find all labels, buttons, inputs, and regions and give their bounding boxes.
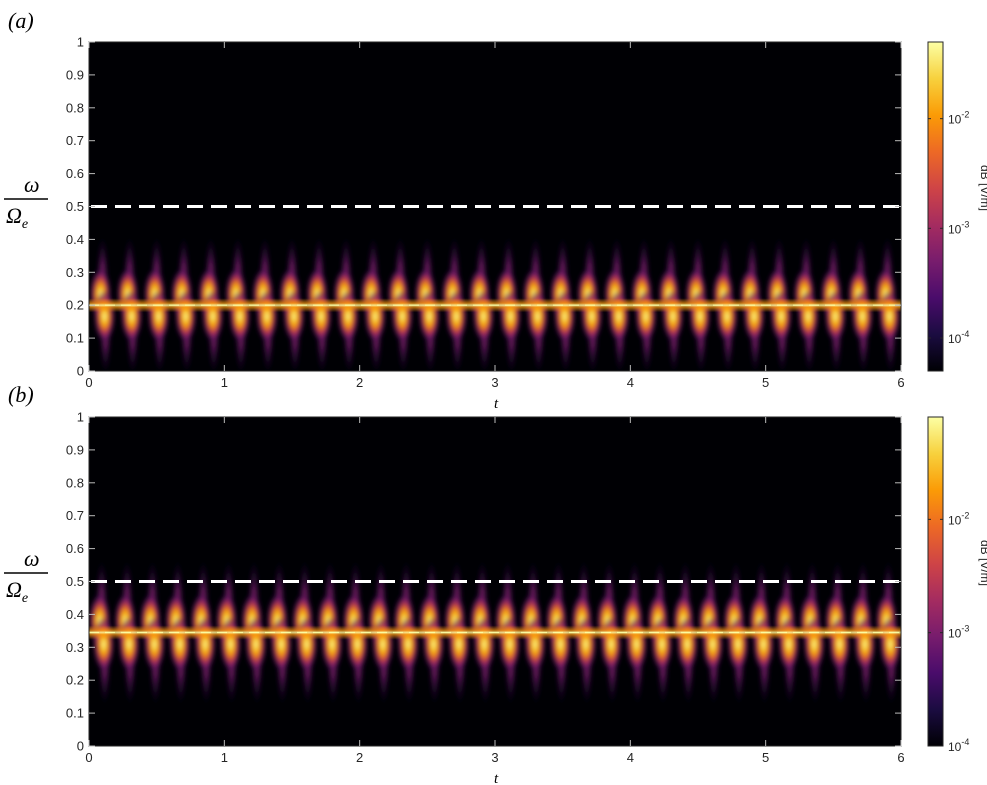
y-tick-label: 0.8: [66, 475, 84, 490]
y-tick-label: 0.6: [66, 541, 84, 556]
colorbar-tick-label: 10-4: [948, 737, 969, 754]
panel-b-plot-area: [89, 417, 901, 746]
colorbar-tick-label: 10-2: [948, 110, 969, 127]
panel-a-colorbar-label: dB [V/m]: [978, 165, 987, 211]
x-tick-label: 1: [221, 750, 228, 765]
colorbar-gradient: [927, 41, 944, 372]
panel-b-colorbar-label: dB [V/m]: [978, 540, 987, 586]
panel-b-ylabel: ω Ωe: [4, 546, 48, 606]
panel-b-colorbar: 10-4 10-3 10-2: [927, 416, 969, 754]
x-tick-label: 4: [627, 375, 634, 390]
y-tick-label: 0.2: [66, 673, 84, 688]
panel-a-label: (a): [8, 8, 34, 33]
panel-a-ylabel: ω Ωe: [4, 172, 48, 232]
panel-a-colorbar: 10-4 10-3 10-2: [927, 41, 969, 372]
x-tick-label: 3: [491, 750, 498, 765]
panel-b: (b) 0 0.1 0.2 0.3 0.4 0.5 0.6 0.7 0.8 0.9 1 0 1 2 3 4 5 6…: [4, 382, 987, 785]
y-tick-label: 0.3: [66, 640, 84, 655]
x-tick-label: 3: [491, 375, 498, 390]
y-tick-label: 1: [77, 35, 84, 50]
y-tick-label: 0.9: [66, 67, 84, 82]
panel-b-ylabel-numerator: ω: [24, 546, 40, 571]
y-tick-label: 0.9: [66, 442, 84, 457]
x-tick-label: 1: [221, 375, 228, 390]
x-tick-label: 2: [356, 750, 363, 765]
panel-a-xlabel: t: [494, 396, 499, 412]
panel-b-xlabel: t: [494, 771, 499, 785]
y-tick-label: 0.5: [66, 199, 84, 214]
x-tick-label: 6: [897, 750, 904, 765]
y-tick-label: 0.1: [66, 331, 84, 346]
x-tick-label: 0: [85, 375, 92, 390]
panel-a-center-band: [89, 298, 901, 313]
panel-a-axes: 0 0.1 0.2 0.3 0.4 0.5 0.6 0.7 0.8 0.9 1 0 1 2 3 4 5 6: [66, 35, 905, 391]
x-tick-label: 5: [762, 750, 769, 765]
panel-b-center-band: [89, 625, 901, 640]
x-tick-label: 0: [85, 750, 92, 765]
panel-a-ylabel-denominator: Ωe: [6, 203, 28, 232]
panel-a: (a) 0 0.1 0.2 0.3 0.4 0.5 0.6 0.7 0.8 0.9 1 0 1 2 3 4 5 6…: [4, 8, 987, 412]
panel-b-label: (b): [8, 382, 34, 407]
y-tick-label: 0.2: [66, 298, 84, 313]
y-tick-label: 0.3: [66, 265, 84, 280]
x-tick-label: 6: [897, 375, 904, 390]
colorbar-tick-label: 10-3: [948, 219, 969, 236]
panel-a-ylabel-numerator: ω: [24, 172, 40, 197]
panel-b-axes: 0 0.1 0.2 0.3 0.4 0.5 0.6 0.7 0.8 0.9 1 0 1 2 3 4 5 6: [66, 410, 905, 766]
x-tick-label: 2: [356, 375, 363, 390]
colorbar-gradient: [927, 416, 944, 747]
colorbar-tick-label: 10-4: [948, 329, 969, 346]
colorbar-tick-label: 10-2: [948, 510, 969, 527]
y-tick-label: 0.8: [66, 100, 84, 115]
y-tick-label: 0.4: [66, 607, 84, 622]
y-tick-label: 0.6: [66, 166, 84, 181]
x-tick-label: 4: [627, 750, 634, 765]
y-tick-label: 0.7: [66, 133, 84, 148]
y-tick-label: 0: [77, 739, 84, 754]
y-tick-label: 0.7: [66, 508, 84, 523]
y-tick-label: 0: [77, 364, 84, 379]
y-tick-label: 0.4: [66, 232, 84, 247]
y-tick-label: 0.5: [66, 574, 84, 589]
colorbar-tick-label: 10-3: [948, 624, 969, 641]
panel-b-ylabel-denominator: Ωe: [6, 577, 28, 606]
y-tick-label: 0.1: [66, 706, 84, 721]
x-tick-label: 5: [762, 375, 769, 390]
y-tick-label: 1: [77, 410, 84, 425]
